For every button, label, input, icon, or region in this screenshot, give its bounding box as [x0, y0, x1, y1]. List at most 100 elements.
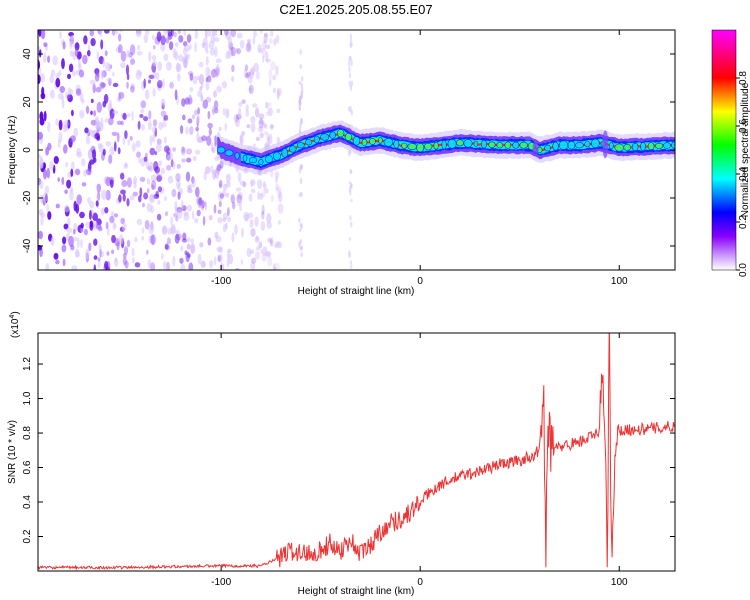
- noise-blob: [205, 77, 209, 82]
- noise-blob: [101, 251, 104, 258]
- ridge-blob: [264, 155, 273, 163]
- noise-streak: [300, 91, 303, 95]
- noise-blob: [80, 238, 83, 249]
- noise-blob: [120, 50, 127, 62]
- noise-blob: [138, 195, 142, 203]
- noise-blob: [157, 186, 163, 193]
- noise-blob: [269, 37, 273, 45]
- noise-blob: [129, 195, 135, 201]
- noise-blob: [208, 127, 212, 136]
- noise-blob: [262, 246, 268, 256]
- ridge-blob: [488, 141, 496, 148]
- noise-streak: [349, 189, 352, 196]
- noise-blob: [264, 124, 268, 130]
- noise-blob: [231, 64, 235, 73]
- snr-background: [38, 333, 675, 571]
- noise-blob: [55, 259, 60, 265]
- noise-blob: [90, 38, 96, 47]
- noise-blob: [248, 193, 253, 202]
- snr-x-ticks: -100 0 100: [211, 333, 628, 588]
- noise-blob: [148, 74, 155, 80]
- noise-blob: [95, 200, 99, 207]
- noise-blob: [253, 62, 259, 72]
- noise-blob: [112, 71, 115, 77]
- noise-streak: [301, 76, 304, 82]
- noise-blob: [163, 53, 169, 62]
- noise-blob: [53, 252, 59, 260]
- noise-blob: [187, 94, 193, 106]
- noise-blob: [224, 122, 228, 132]
- noise-blob: [216, 164, 222, 172]
- noise-blob: [141, 227, 145, 234]
- noise-blob: [104, 118, 110, 123]
- noise-blob: [250, 261, 256, 270]
- noise-streak: [299, 100, 302, 107]
- noise-blob: [66, 227, 73, 234]
- noise-blob: [231, 75, 235, 82]
- noise-blob: [202, 216, 206, 226]
- noise-blob: [69, 187, 73, 194]
- noise-blob: [143, 192, 149, 200]
- noise-blob: [238, 107, 242, 118]
- noise-blob: [92, 83, 96, 94]
- noise-blob: [172, 147, 176, 152]
- noise-blob: [156, 175, 162, 182]
- ridge-blob: [558, 140, 569, 150]
- noise-blob: [275, 65, 279, 76]
- noise-streak: [299, 49, 302, 56]
- noise-streak: [350, 170, 353, 174]
- ridge-blob: [623, 144, 632, 151]
- noise-blob: [118, 92, 121, 101]
- noise-blob: [277, 203, 284, 214]
- noise-blob: [97, 142, 103, 149]
- y-tick-label: 0.2: [22, 529, 33, 543]
- noise-blob: [200, 260, 206, 268]
- noise-blob: [252, 103, 258, 108]
- noise-blob: [227, 35, 233, 47]
- noise-streak: [350, 59, 353, 67]
- noise-blob: [266, 132, 270, 142]
- noise-blob: [102, 58, 106, 68]
- noise-streak: [350, 198, 353, 203]
- noise-streak: [298, 104, 301, 110]
- noise-blob: [70, 244, 75, 251]
- noise-blob: [58, 119, 63, 131]
- noise-blob: [85, 134, 91, 145]
- noise-blob: [213, 204, 217, 214]
- noise-blob: [112, 30, 119, 35]
- noise-blob: [52, 55, 59, 66]
- noise-blob: [59, 31, 62, 40]
- noise-blob: [269, 236, 274, 248]
- noise-streak: [348, 149, 351, 157]
- noise-streak: [350, 183, 353, 190]
- noise-blob: [93, 110, 97, 117]
- noise-blob: [42, 192, 48, 203]
- noise-blob: [43, 42, 48, 48]
- ridge-blob: [567, 141, 576, 150]
- ridge-spike: [602, 130, 609, 159]
- noise-blob: [261, 47, 267, 58]
- ridge-blob: [544, 144, 551, 152]
- y-tick-label: -20: [22, 190, 33, 205]
- noise-blob: [196, 132, 200, 142]
- noise-blob: [126, 49, 130, 58]
- noise-blob: [258, 113, 265, 120]
- noise-blob: [176, 179, 181, 190]
- noise-blob: [53, 156, 59, 164]
- noise-blob: [100, 69, 104, 80]
- noise-blob: [165, 37, 170, 43]
- noise-blob: [75, 203, 80, 214]
- noise-blob: [227, 216, 231, 223]
- noise-blob: [154, 151, 158, 156]
- noise-blob: [100, 207, 105, 216]
- noise-blob: [166, 237, 171, 245]
- noise-blob: [140, 108, 145, 114]
- ridge-blob: [272, 151, 281, 161]
- noise-blobs: [38, 30, 354, 270]
- noise-blob: [156, 213, 162, 221]
- colorbar-gradient: [711, 29, 737, 271]
- noise-blob: [269, 238, 273, 245]
- noise-blob: [150, 174, 157, 183]
- noise-blob: [181, 149, 186, 156]
- noise-blob: [196, 75, 201, 81]
